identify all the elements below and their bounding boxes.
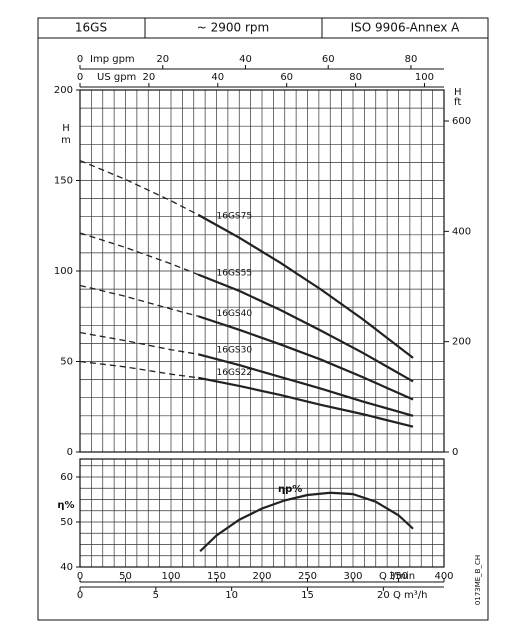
curve [197, 273, 414, 383]
curve-label: 16GS55 [217, 268, 253, 278]
y-tick-label: 150 [54, 176, 73, 187]
header-pump: 16GS [75, 21, 107, 35]
y2-axis-label: H [454, 87, 462, 98]
x-axis-label: Q l/min [379, 571, 415, 582]
curve-extrapolated [79, 284, 199, 317]
x-tick-label: 0 [77, 571, 83, 582]
top-axis-label: US gpm [97, 72, 136, 83]
x-tick-label: 100 [161, 571, 180, 582]
top-axis-label: Imp gpm [90, 54, 135, 65]
y-axis-label: η% [57, 500, 74, 511]
annotation: ηp% [278, 484, 302, 495]
x-tick-label: 250 [298, 571, 317, 582]
curve [198, 376, 414, 428]
x-tick-label: 300 [343, 571, 362, 582]
y-tick-label: 0 [67, 447, 73, 458]
y-tick-label: 50 [60, 517, 73, 528]
curve-label: 16GS40 [217, 309, 253, 319]
top-tick-label: 40 [211, 72, 224, 83]
bottom-tick-label: 10 [225, 590, 238, 601]
drawing-code: 0173ME_B_CH [474, 555, 482, 605]
bottom-tick-label: 5 [153, 590, 159, 601]
curve-extrapolated [79, 159, 199, 216]
curve-extrapolated [79, 232, 199, 276]
top-tick-label: 0 [77, 54, 83, 65]
plot-border [79, 458, 445, 568]
top-tick-label: 80 [405, 54, 418, 65]
top-tick-label: 20 [156, 54, 169, 65]
x-tick-label: 400 [434, 571, 453, 582]
y-tick-label: 200 [54, 85, 73, 96]
y-tick-label: 60 [60, 472, 73, 483]
curve [197, 315, 414, 401]
curve [197, 213, 414, 359]
y2-axis-unit: ft [454, 97, 461, 108]
top-tick-label: 40 [239, 54, 252, 65]
curve-extrapolated [79, 331, 199, 355]
curve [198, 353, 414, 417]
x-tick-label: 50 [119, 571, 132, 582]
x-tick-label: 150 [207, 571, 226, 582]
curve-label: 16GS75 [217, 212, 253, 222]
top-tick-label: 0 [77, 72, 83, 83]
y-axis-unit: m [61, 135, 71, 146]
y-tick-label: 40 [60, 562, 73, 573]
bottom-tick-label: 15 [301, 590, 314, 601]
y2-tick-label: 0 [452, 447, 458, 458]
curve-label: 16GS30 [217, 346, 253, 356]
bottom-tick-label: 20 [377, 590, 390, 601]
y2-tick-label: 600 [452, 116, 471, 127]
bottom-tick-label: 0 [77, 590, 83, 601]
curve-label: 16GS22 [217, 368, 253, 378]
x-tick-label: 200 [252, 571, 271, 582]
x-tick-label: 350 [389, 571, 408, 582]
y-tick-label: 50 [60, 357, 73, 368]
top-tick-label: 20 [143, 72, 156, 83]
y-tick-label: 100 [54, 266, 73, 277]
curve [199, 491, 414, 553]
y2-tick-label: 400 [452, 226, 471, 237]
y2-tick-label: 200 [452, 337, 471, 348]
top-tick-label: 100 [415, 72, 434, 83]
bottom-axis-label: Q m³/h [393, 590, 428, 601]
top-tick-label: 60 [280, 72, 293, 83]
curve-extrapolated [79, 360, 199, 379]
y-axis-label: H [62, 123, 70, 134]
top-tick-label: 80 [349, 72, 362, 83]
frame [37, 17, 489, 621]
top-tick-label: 60 [322, 54, 335, 65]
header-speed: ~ 2900 rpm [197, 21, 269, 35]
header-standard: ISO 9906-Annex A [351, 21, 461, 35]
